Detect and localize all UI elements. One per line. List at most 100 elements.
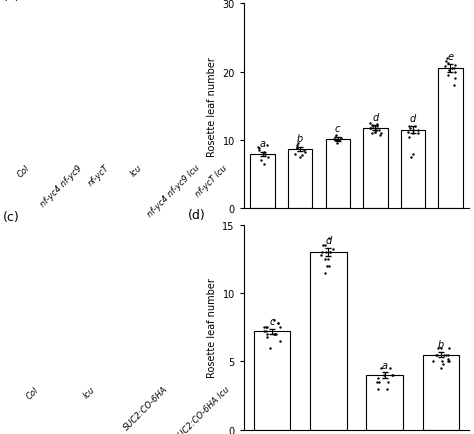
- Point: [383, 385, 390, 392]
- Point: [438, 358, 446, 365]
- Text: c: c: [269, 316, 274, 326]
- Text: b: b: [297, 134, 303, 144]
- Point: [260, 161, 267, 168]
- Point: [389, 372, 396, 378]
- Point: [377, 130, 384, 137]
- Point: [371, 129, 378, 136]
- Point: [374, 375, 382, 381]
- Point: [404, 129, 411, 136]
- Point: [369, 124, 377, 131]
- Text: SUC2:CO-6HA lcu: SUC2:CO-6HA lcu: [173, 384, 231, 434]
- Point: [329, 246, 337, 253]
- Point: [270, 317, 277, 324]
- Point: [373, 124, 380, 131]
- Point: [375, 378, 383, 385]
- Y-axis label: Rosette leaf number: Rosette leaf number: [207, 278, 217, 377]
- Point: [443, 56, 451, 62]
- Point: [263, 324, 270, 331]
- Point: [260, 149, 267, 156]
- Point: [323, 263, 331, 270]
- Point: [409, 130, 417, 137]
- Text: (a): (a): [2, 0, 20, 3]
- Text: 21 DAG: 21 DAG: [129, 230, 169, 240]
- Point: [374, 378, 381, 385]
- Point: [274, 320, 282, 327]
- Point: [437, 365, 445, 372]
- Text: b: b: [438, 339, 444, 349]
- Point: [451, 62, 459, 69]
- Point: [444, 358, 452, 365]
- Point: [448, 66, 456, 72]
- Point: [266, 345, 273, 352]
- Point: [321, 256, 328, 263]
- Point: [276, 324, 284, 331]
- Bar: [401, 131, 425, 209]
- Bar: [288, 150, 312, 209]
- Point: [263, 143, 271, 150]
- Point: [446, 68, 453, 75]
- Point: [429, 358, 437, 365]
- Point: [263, 331, 271, 338]
- Point: [254, 144, 261, 151]
- Bar: [423, 355, 459, 430]
- Point: [380, 372, 387, 378]
- Point: [386, 365, 394, 372]
- Bar: [326, 139, 350, 209]
- Point: [293, 145, 301, 152]
- Point: [319, 249, 326, 256]
- Point: [330, 136, 337, 143]
- Text: c: c: [335, 124, 340, 134]
- Point: [442, 63, 449, 70]
- Point: [262, 324, 270, 331]
- Bar: [310, 253, 346, 430]
- Bar: [366, 375, 403, 430]
- Point: [367, 125, 374, 132]
- Point: [445, 355, 452, 362]
- Point: [317, 252, 324, 259]
- Point: [264, 154, 272, 161]
- Point: [433, 351, 441, 358]
- Point: [452, 76, 459, 83]
- Text: lcu: lcu: [129, 163, 144, 178]
- Point: [257, 158, 265, 164]
- Point: [272, 331, 279, 338]
- Point: [322, 249, 330, 256]
- Point: [276, 338, 283, 345]
- Point: [375, 127, 383, 134]
- Point: [439, 361, 447, 368]
- Point: [293, 143, 301, 150]
- Point: [324, 256, 331, 263]
- Point: [337, 135, 345, 142]
- Point: [297, 154, 304, 161]
- Point: [262, 328, 270, 335]
- Point: [389, 372, 396, 378]
- Point: [332, 134, 339, 141]
- Point: [374, 122, 381, 128]
- Text: a: a: [260, 139, 265, 149]
- Point: [260, 328, 268, 335]
- Point: [373, 127, 380, 134]
- Point: [410, 127, 417, 134]
- Point: [438, 345, 445, 352]
- Point: [368, 122, 375, 129]
- Point: [299, 152, 306, 159]
- Text: e: e: [447, 52, 454, 62]
- Text: a: a: [382, 360, 388, 370]
- Point: [255, 148, 263, 155]
- Point: [432, 351, 439, 358]
- Text: Col: Col: [25, 384, 41, 400]
- Point: [434, 345, 442, 352]
- Point: [270, 331, 277, 338]
- Point: [291, 151, 299, 158]
- Point: [372, 129, 379, 136]
- Point: [319, 242, 327, 249]
- Point: [263, 333, 270, 340]
- Point: [450, 82, 457, 89]
- Point: [445, 358, 453, 365]
- Point: [410, 151, 417, 158]
- Point: [321, 242, 328, 249]
- Bar: [254, 332, 290, 430]
- Text: d: d: [372, 112, 378, 122]
- Point: [255, 145, 263, 152]
- Point: [444, 351, 452, 358]
